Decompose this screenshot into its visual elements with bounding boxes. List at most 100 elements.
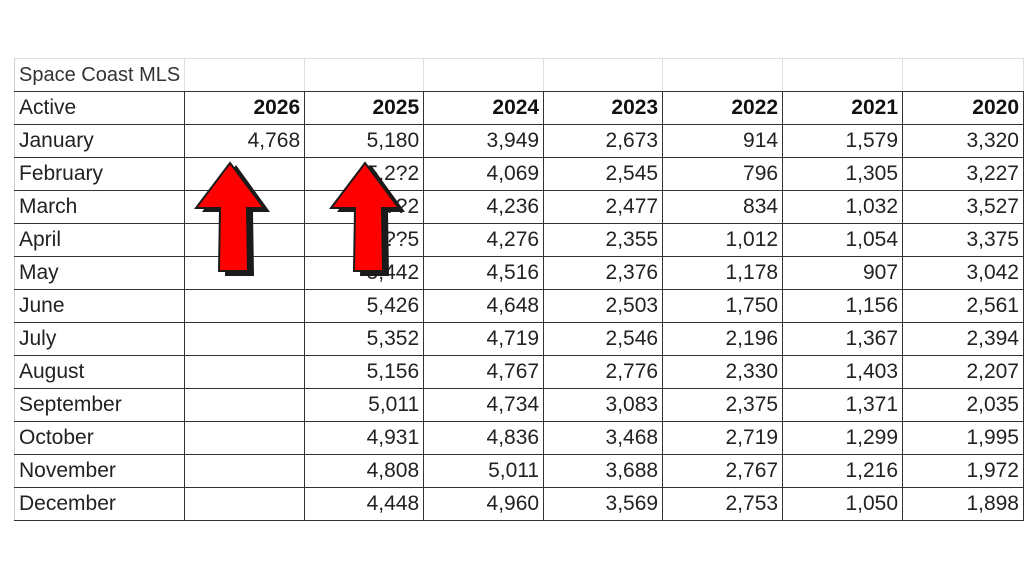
value-cell-2026[interactable] bbox=[184, 388, 306, 422]
year-header-2026[interactable]: 2026 bbox=[184, 91, 306, 125]
value-cell-2023[interactable]: 3,083 bbox=[543, 388, 664, 422]
value-cell-2023[interactable]: 2,503 bbox=[543, 289, 664, 323]
value-cell-2020[interactable]: 2,035 bbox=[902, 388, 1024, 422]
value-cell-2024[interactable]: 4,960 bbox=[423, 487, 545, 521]
value-cell-2021[interactable]: 907 bbox=[782, 256, 904, 290]
value-cell-2020[interactable]: 3,042 bbox=[902, 256, 1024, 290]
value-cell-2022[interactable]: 2,719 bbox=[662, 421, 784, 455]
value-cell-2026[interactable] bbox=[184, 421, 306, 455]
empty-cell[interactable] bbox=[423, 58, 545, 92]
value-cell-2024[interactable]: 4,276 bbox=[423, 223, 545, 257]
month-cell[interactable]: January bbox=[13, 124, 186, 158]
value-cell-2021[interactable]: 1,367 bbox=[782, 322, 904, 356]
value-cell-2026[interactable]: 4,768 bbox=[184, 124, 306, 158]
value-cell-2023[interactable]: 2,477 bbox=[543, 190, 664, 224]
year-header-2023[interactable]: 2023 bbox=[543, 91, 664, 125]
value-cell-2023[interactable]: 3,688 bbox=[543, 454, 664, 488]
month-cell[interactable]: April bbox=[13, 223, 186, 257]
value-cell-2021[interactable]: 1,371 bbox=[782, 388, 904, 422]
value-cell-2023[interactable]: 3,468 bbox=[543, 421, 664, 455]
value-cell-2021[interactable]: 1,054 bbox=[782, 223, 904, 257]
value-cell-2022[interactable]: 2,196 bbox=[662, 322, 784, 356]
empty-cell[interactable] bbox=[304, 58, 425, 92]
value-cell-2024[interactable]: 4,719 bbox=[423, 322, 545, 356]
year-header-2024[interactable]: 2024 bbox=[423, 91, 545, 125]
value-cell-2025[interactable]: 5,426 bbox=[304, 289, 425, 323]
year-header-2022[interactable]: 2022 bbox=[662, 91, 784, 125]
value-cell-2021[interactable]: 1,299 bbox=[782, 421, 904, 455]
empty-cell[interactable] bbox=[543, 58, 664, 92]
value-cell-2023[interactable]: 2,776 bbox=[543, 355, 664, 389]
value-cell-2020[interactable]: 3,227 bbox=[902, 157, 1024, 191]
value-cell-2024[interactable]: 4,734 bbox=[423, 388, 545, 422]
value-cell-2020[interactable]: 1,995 bbox=[902, 421, 1024, 455]
value-cell-2025[interactable]: 5,180 bbox=[304, 124, 425, 158]
value-cell-2023[interactable]: 2,546 bbox=[543, 322, 664, 356]
month-cell[interactable]: September bbox=[13, 388, 186, 422]
month-cell[interactable]: December bbox=[13, 487, 186, 521]
value-cell-2020[interactable]: 3,375 bbox=[902, 223, 1024, 257]
value-cell-2022[interactable]: 1,012 bbox=[662, 223, 784, 257]
month-cell[interactable]: March bbox=[13, 190, 186, 224]
value-cell-2022[interactable]: 2,330 bbox=[662, 355, 784, 389]
empty-cell[interactable] bbox=[662, 58, 784, 92]
month-cell[interactable]: May bbox=[13, 256, 186, 290]
value-cell-2022[interactable]: 2,767 bbox=[662, 454, 784, 488]
value-cell-2024[interactable]: 4,236 bbox=[423, 190, 545, 224]
year-header-2025[interactable]: 2025 bbox=[304, 91, 425, 125]
value-cell-2023[interactable]: 3,569 bbox=[543, 487, 664, 521]
value-cell-2022[interactable]: 914 bbox=[662, 124, 784, 158]
sheet-title-cell[interactable]: Space Coast MLS bbox=[13, 58, 186, 92]
value-cell-2022[interactable]: 2,753 bbox=[662, 487, 784, 521]
value-cell-2024[interactable]: 4,516 bbox=[423, 256, 545, 290]
value-cell-2022[interactable]: 1,750 bbox=[662, 289, 784, 323]
value-cell-2020[interactable]: 1,898 bbox=[902, 487, 1024, 521]
value-cell-2021[interactable]: 1,050 bbox=[782, 487, 904, 521]
year-header-2020[interactable]: 2020 bbox=[902, 91, 1024, 125]
value-cell-2021[interactable]: 1,305 bbox=[782, 157, 904, 191]
value-cell-2025[interactable]: 5,011 bbox=[304, 388, 425, 422]
value-cell-2022[interactable]: 2,375 bbox=[662, 388, 784, 422]
value-cell-2020[interactable]: 2,394 bbox=[902, 322, 1024, 356]
value-cell-2025[interactable]: 4,808 bbox=[304, 454, 425, 488]
value-cell-2024[interactable]: 4,069 bbox=[423, 157, 545, 191]
value-cell-2021[interactable]: 1,216 bbox=[782, 454, 904, 488]
value-cell-2026[interactable] bbox=[184, 289, 306, 323]
value-cell-2020[interactable]: 2,561 bbox=[902, 289, 1024, 323]
value-cell-2026[interactable] bbox=[184, 454, 306, 488]
value-cell-2025[interactable]: 4,931 bbox=[304, 421, 425, 455]
value-cell-2023[interactable]: 2,545 bbox=[543, 157, 664, 191]
value-cell-2021[interactable]: 1,403 bbox=[782, 355, 904, 389]
value-cell-2024[interactable]: 4,836 bbox=[423, 421, 545, 455]
value-cell-2025[interactable]: 5,156 bbox=[304, 355, 425, 389]
value-cell-2026[interactable] bbox=[184, 355, 306, 389]
month-cell[interactable]: November bbox=[13, 454, 186, 488]
value-cell-2020[interactable]: 3,527 bbox=[902, 190, 1024, 224]
value-cell-2024[interactable]: 4,767 bbox=[423, 355, 545, 389]
month-cell[interactable]: June bbox=[13, 289, 186, 323]
month-cell[interactable]: February bbox=[13, 157, 186, 191]
value-cell-2020[interactable]: 1,972 bbox=[902, 454, 1024, 488]
empty-cell[interactable] bbox=[782, 58, 904, 92]
empty-cell[interactable] bbox=[902, 58, 1024, 92]
value-cell-2024[interactable]: 5,011 bbox=[423, 454, 545, 488]
value-cell-2026[interactable] bbox=[184, 487, 306, 521]
month-cell[interactable]: October bbox=[13, 421, 186, 455]
empty-cell[interactable] bbox=[184, 58, 306, 92]
value-cell-2024[interactable]: 3,949 bbox=[423, 124, 545, 158]
value-cell-2020[interactable]: 2,207 bbox=[902, 355, 1024, 389]
month-cell[interactable]: July bbox=[13, 322, 186, 356]
value-cell-2024[interactable]: 4,648 bbox=[423, 289, 545, 323]
year-header-2021[interactable]: 2021 bbox=[782, 91, 904, 125]
month-cell[interactable]: August bbox=[13, 355, 186, 389]
value-cell-2023[interactable]: 2,673 bbox=[543, 124, 664, 158]
value-cell-2022[interactable]: 834 bbox=[662, 190, 784, 224]
value-cell-2022[interactable]: 1,178 bbox=[662, 256, 784, 290]
value-cell-2022[interactable]: 796 bbox=[662, 157, 784, 191]
value-cell-2025[interactable]: 4,448 bbox=[304, 487, 425, 521]
value-cell-2025[interactable]: 5,352 bbox=[304, 322, 425, 356]
value-cell-2026[interactable] bbox=[184, 322, 306, 356]
value-cell-2023[interactable]: 2,376 bbox=[543, 256, 664, 290]
header-label-cell[interactable]: Active bbox=[13, 91, 186, 125]
value-cell-2021[interactable]: 1,156 bbox=[782, 289, 904, 323]
